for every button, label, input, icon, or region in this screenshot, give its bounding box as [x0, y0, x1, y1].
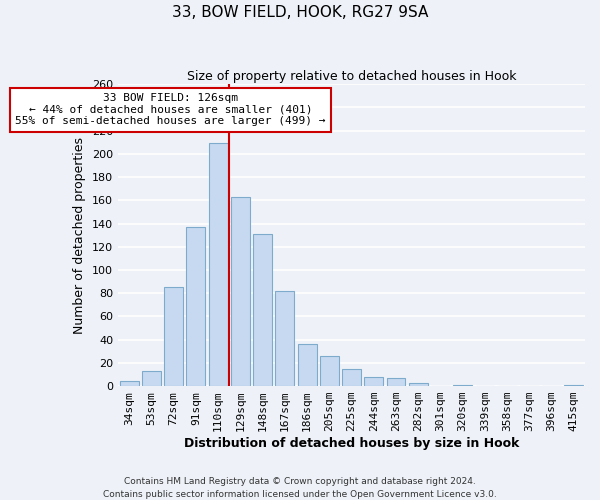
Bar — [386, 378, 406, 386]
Text: Contains HM Land Registry data © Crown copyright and database right 2024.
Contai: Contains HM Land Registry data © Crown c… — [103, 478, 497, 499]
Bar — [120, 382, 139, 386]
Bar — [320, 356, 339, 386]
Bar — [231, 197, 250, 386]
Bar — [275, 291, 295, 386]
Bar — [298, 344, 317, 386]
Text: 33 BOW FIELD: 126sqm
← 44% of detached houses are smaller (401)
55% of semi-deta: 33 BOW FIELD: 126sqm ← 44% of detached h… — [15, 93, 326, 126]
Bar — [409, 382, 428, 386]
Bar — [342, 368, 361, 386]
Bar — [187, 227, 205, 386]
Bar — [209, 144, 227, 386]
Bar — [253, 234, 272, 386]
Text: 33, BOW FIELD, HOOK, RG27 9SA: 33, BOW FIELD, HOOK, RG27 9SA — [172, 5, 428, 20]
Bar — [565, 385, 583, 386]
X-axis label: Distribution of detached houses by size in Hook: Distribution of detached houses by size … — [184, 437, 519, 450]
Bar — [164, 288, 183, 386]
Y-axis label: Number of detached properties: Number of detached properties — [73, 136, 86, 334]
Bar — [142, 371, 161, 386]
Bar — [453, 385, 472, 386]
Bar — [364, 377, 383, 386]
Title: Size of property relative to detached houses in Hook: Size of property relative to detached ho… — [187, 70, 517, 83]
